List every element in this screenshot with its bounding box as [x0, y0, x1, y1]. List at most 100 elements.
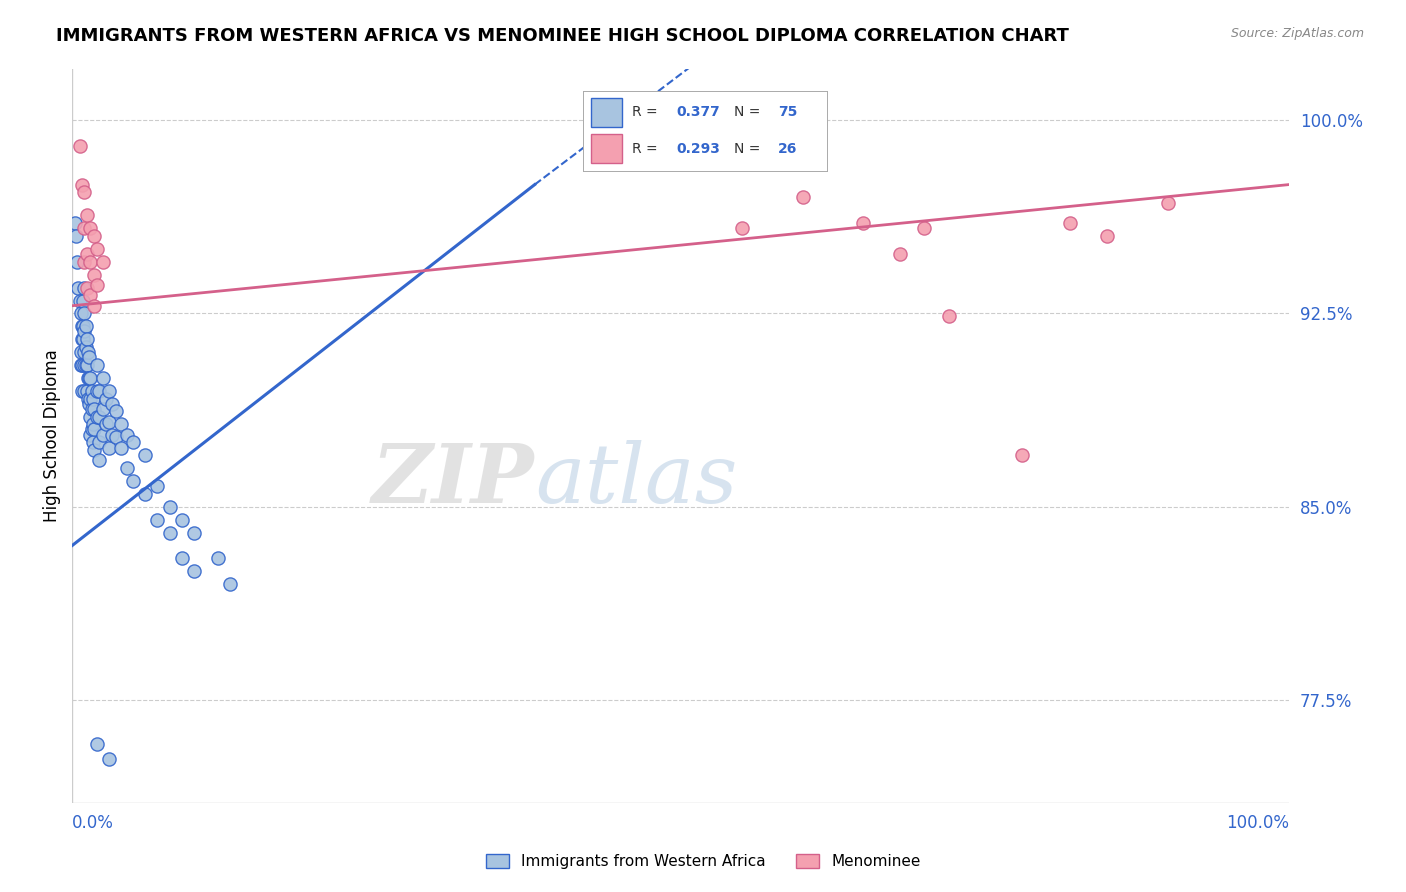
- Point: [73, 186, 96, 200]
- Point: [134, 448, 156, 462]
- Point: [66, 255, 89, 269]
- Point: [77, 371, 100, 385]
- Point: [110, 417, 132, 432]
- Point: [87, 453, 110, 467]
- Point: [73, 280, 96, 294]
- Point: [77, 345, 100, 359]
- Text: atlas: atlas: [534, 440, 737, 520]
- Point: [72, 319, 94, 334]
- Point: [86, 242, 108, 256]
- Text: IMMIGRANTS FROM WESTERN AFRICA VS MENOMINEE HIGH SCHOOL DIPLOMA CORRELATION CHAR: IMMIGRANTS FROM WESTERN AFRICA VS MENOMI…: [56, 27, 1069, 45]
- Point: [83, 422, 105, 436]
- Point: [170, 551, 193, 566]
- Point: [75, 319, 97, 334]
- Point: [83, 443, 105, 458]
- Point: [170, 513, 193, 527]
- Point: [72, 332, 94, 346]
- Point: [101, 427, 124, 442]
- Point: [1095, 229, 1118, 244]
- Point: [91, 401, 114, 416]
- Point: [792, 190, 814, 204]
- Point: [731, 221, 754, 235]
- Point: [97, 441, 120, 455]
- Point: [79, 221, 101, 235]
- Point: [83, 299, 105, 313]
- Point: [91, 371, 114, 385]
- Point: [73, 384, 96, 398]
- Text: 0.0%: 0.0%: [72, 814, 114, 832]
- Point: [86, 409, 108, 424]
- Point: [83, 229, 105, 244]
- Point: [72, 293, 94, 308]
- Point: [69, 293, 91, 308]
- Point: [63, 216, 86, 230]
- Point: [146, 479, 169, 493]
- Point: [86, 384, 108, 398]
- Point: [207, 551, 229, 566]
- Point: [69, 139, 91, 153]
- Point: [87, 384, 110, 398]
- Point: [912, 221, 935, 235]
- Text: ZIP: ZIP: [373, 440, 534, 520]
- Point: [80, 422, 103, 436]
- Point: [79, 427, 101, 442]
- Point: [70, 319, 93, 334]
- Legend: Immigrants from Western Africa, Menominee: Immigrants from Western Africa, Menomine…: [479, 848, 927, 875]
- Point: [889, 247, 911, 261]
- Point: [83, 401, 105, 416]
- Point: [105, 404, 128, 418]
- Point: [70, 332, 93, 346]
- Point: [122, 435, 145, 450]
- Point: [159, 500, 181, 514]
- Text: Source: ZipAtlas.com: Source: ZipAtlas.com: [1230, 27, 1364, 40]
- Point: [91, 255, 114, 269]
- Point: [91, 427, 114, 442]
- Point: [1059, 216, 1081, 230]
- Point: [73, 325, 96, 339]
- Point: [82, 435, 104, 450]
- Point: [75, 340, 97, 354]
- Point: [70, 358, 93, 372]
- Point: [77, 371, 100, 385]
- Point: [219, 577, 242, 591]
- Point: [86, 358, 108, 372]
- Point: [159, 525, 181, 540]
- Point: [76, 247, 98, 261]
- Point: [1011, 448, 1033, 462]
- Point: [65, 229, 87, 244]
- Point: [183, 564, 205, 578]
- Point: [97, 384, 120, 398]
- Point: [67, 280, 90, 294]
- Point: [76, 384, 98, 398]
- Point: [852, 216, 875, 230]
- Point: [79, 409, 101, 424]
- Text: 100.0%: 100.0%: [1226, 814, 1289, 832]
- Point: [97, 752, 120, 766]
- Point: [69, 345, 91, 359]
- Point: [83, 268, 105, 282]
- Point: [86, 278, 108, 293]
- Y-axis label: High School Diploma: High School Diploma: [44, 350, 60, 523]
- Point: [77, 351, 100, 365]
- Point: [70, 178, 93, 192]
- Point: [97, 415, 120, 429]
- Point: [96, 417, 118, 432]
- Point: [76, 332, 98, 346]
- Point: [79, 392, 101, 406]
- Point: [69, 306, 91, 320]
- Point: [79, 255, 101, 269]
- Point: [82, 417, 104, 432]
- Point: [80, 384, 103, 398]
- Point: [101, 397, 124, 411]
- Point: [122, 474, 145, 488]
- Point: [96, 392, 118, 406]
- Point: [75, 358, 97, 372]
- Point: [76, 358, 98, 372]
- Point: [79, 371, 101, 385]
- Point: [73, 221, 96, 235]
- Point: [87, 435, 110, 450]
- Point: [115, 461, 138, 475]
- Point: [938, 309, 960, 323]
- Point: [70, 384, 93, 398]
- Point: [115, 427, 138, 442]
